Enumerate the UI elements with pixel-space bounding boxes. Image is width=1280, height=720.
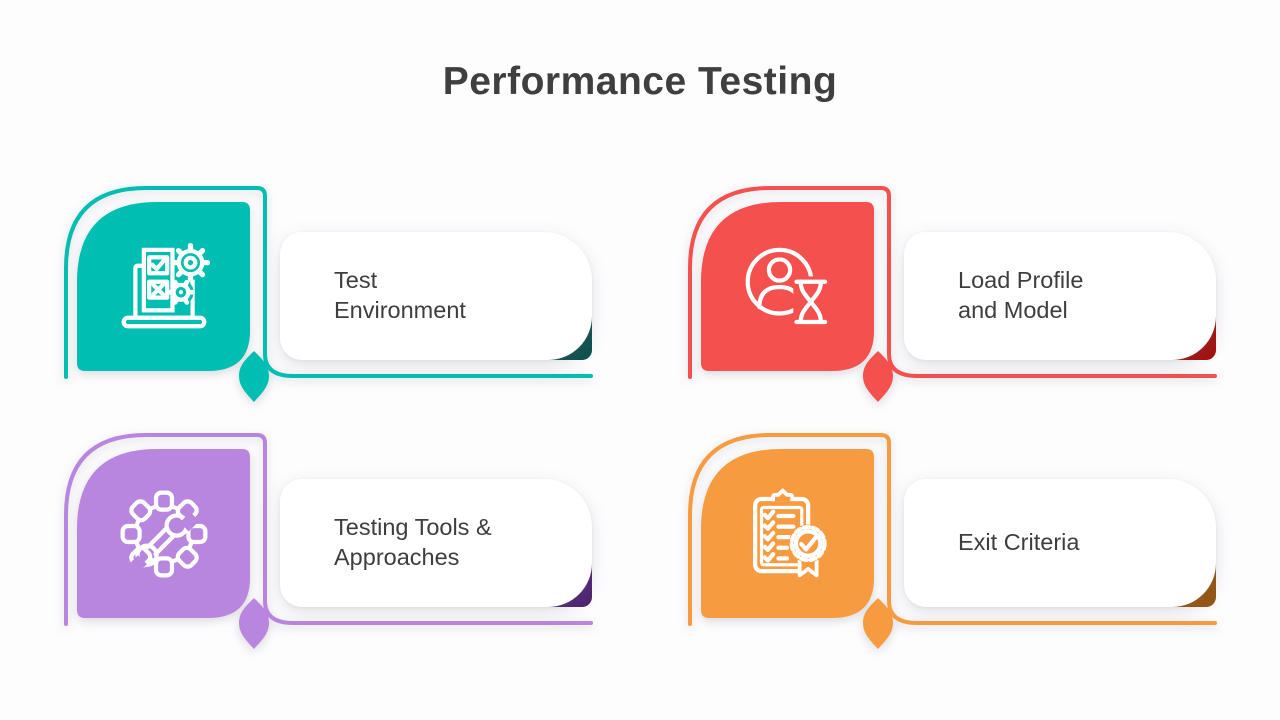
user-hourglass-icon <box>701 202 874 371</box>
item-label: Exit Criteria <box>958 529 1080 556</box>
certificate-checklist-icon <box>701 449 874 618</box>
item-label: Load Profile and Model <box>958 267 1084 323</box>
label-card-wrap: Exit Criteria <box>904 479 1216 607</box>
label-card: Test Environment <box>280 232 592 360</box>
leaf-drop-accent <box>863 351 893 402</box>
page-title: Performance Testing <box>442 60 838 103</box>
label-card-wrap: Load Profile and Model <box>904 232 1216 360</box>
petal-shape <box>64 433 593 649</box>
checklist-laptop-icon <box>77 202 250 371</box>
gear-wrench-icon <box>77 449 250 618</box>
module-exit-criteria: Exit Criteria <box>679 427 1224 662</box>
item-label: Testing Tools & Approaches <box>334 514 492 570</box>
leaf-drop-accent <box>239 351 269 402</box>
label-card: Exit Criteria <box>904 479 1216 607</box>
leaf-drop-accent <box>239 598 269 649</box>
label-card-wrap: Test Environment <box>280 232 592 360</box>
module-testing-tools-approaches: Testing Tools & Approaches <box>55 427 600 662</box>
label-card-wrap: Testing Tools & Approaches <box>280 479 592 607</box>
leaf-drop-accent <box>863 598 893 649</box>
item-label: Test Environment <box>334 267 466 323</box>
module-load-profile-and-model: Load Profile and Model <box>679 180 1224 415</box>
petal-shape <box>688 433 1217 649</box>
label-card: Load Profile and Model <box>904 232 1216 360</box>
module-test-environment: Test Environment <box>55 180 600 415</box>
label-card: Testing Tools & Approaches <box>280 479 592 607</box>
